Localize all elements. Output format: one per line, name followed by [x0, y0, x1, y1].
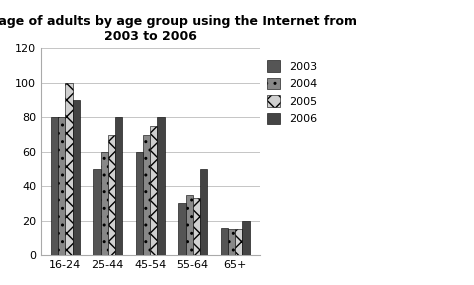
Bar: [185, 195, 193, 255]
Bar: [115, 117, 122, 255]
Bar: [58, 117, 65, 255]
Bar: [178, 203, 185, 255]
Bar: [150, 126, 157, 255]
Bar: [235, 229, 242, 255]
Legend: 2003, 2004, 2005, 2006: 2003, 2004, 2005, 2006: [264, 58, 319, 127]
Bar: [143, 135, 150, 255]
Bar: [65, 83, 73, 255]
Bar: [51, 117, 58, 255]
Bar: [200, 169, 207, 255]
Bar: [73, 100, 80, 255]
Bar: [108, 135, 115, 255]
Bar: [93, 169, 100, 255]
Bar: [242, 221, 250, 255]
Bar: [221, 227, 228, 255]
Bar: [193, 198, 200, 255]
Bar: [100, 152, 108, 255]
Bar: [228, 229, 235, 255]
Title: Percentage of adults by age group using the Internet from
2003 to 2006: Percentage of adults by age group using …: [0, 15, 357, 43]
Bar: [136, 152, 143, 255]
Bar: [157, 117, 164, 255]
